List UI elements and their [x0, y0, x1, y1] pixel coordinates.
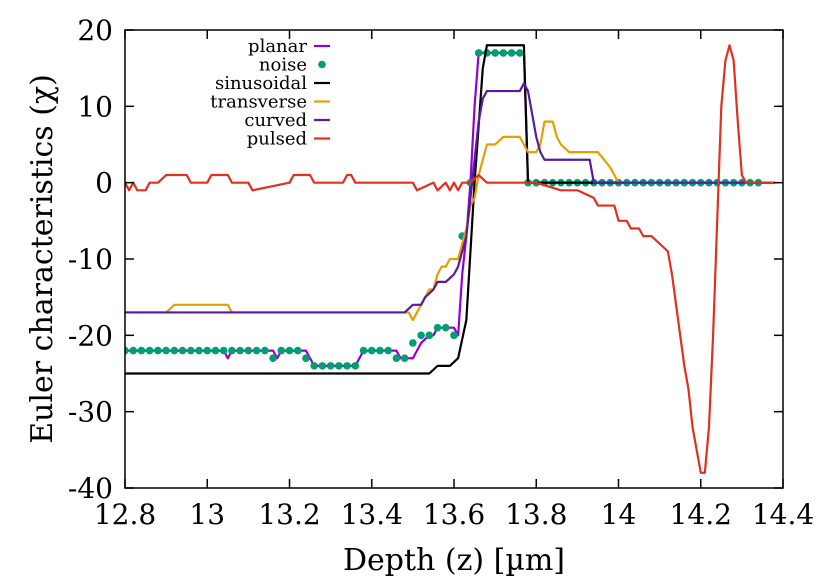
series-noise-point [219, 346, 228, 355]
x-tick-label: 13.6 [423, 498, 485, 531]
series-noise-point [318, 362, 327, 370]
x-tick-label: 13.8 [505, 498, 567, 531]
x-tick-label: 14.4 [752, 498, 814, 531]
series-noise-point [195, 346, 203, 355]
series-noise-point [326, 362, 335, 370]
series-noise-point [203, 346, 212, 355]
series-noise-point [474, 49, 483, 57]
series-noise-point [400, 354, 409, 363]
x-tick-label: 14 [601, 498, 637, 531]
series-layer [125, 44, 775, 474]
legend-label-transverse: transverse [210, 92, 307, 113]
x-tick-label: 12.8 [94, 498, 156, 531]
series-noise-point [384, 346, 393, 355]
series-noise-point [170, 346, 179, 355]
series-noise-point [277, 346, 286, 355]
legend-label-planar: planar [248, 36, 307, 57]
series-noise-point [261, 346, 269, 355]
series-noise-point [335, 362, 343, 370]
y-tick-label: -40 [68, 472, 113, 505]
series-noise-point [433, 323, 442, 332]
series-noise-point [359, 346, 368, 355]
series-noise-point [162, 346, 170, 355]
series-noise-point [450, 331, 458, 340]
x-tick-label: 14.2 [670, 498, 732, 531]
series-noise-point [269, 354, 277, 363]
series-noise-point [491, 49, 499, 57]
y-tick-label: -30 [68, 396, 113, 429]
series-noise-point [441, 323, 450, 332]
y-tick-label: -20 [68, 319, 113, 352]
series-sinusoidal-line [125, 44, 775, 375]
y-tick-label: 20 [77, 14, 113, 47]
x-tick-label: 13.4 [341, 498, 403, 531]
legend-label-pulsed: pulsed [247, 129, 307, 150]
series-noise-point [351, 362, 360, 370]
y-tick-label: -10 [68, 243, 113, 276]
series-noise-point [425, 331, 434, 340]
series-noise-point [187, 346, 195, 355]
y-tick-label: 10 [77, 90, 113, 123]
series-noise-point [211, 346, 220, 355]
series-noise-point [236, 346, 244, 355]
series-noise-point [376, 346, 384, 355]
series-curved-line [125, 82, 775, 314]
series-noise-point [252, 346, 261, 355]
series-noise-point [392, 354, 401, 363]
series-noise-point [409, 339, 417, 347]
series-noise-point [367, 346, 376, 355]
series-noise-point [129, 346, 138, 355]
y-tick-label: 0 [95, 167, 113, 200]
series-group [125, 44, 775, 474]
legend-label-noise: noise [259, 55, 307, 76]
series-noise-point [310, 362, 318, 370]
series-noise-point [178, 346, 187, 355]
legend-swatch-noise [318, 60, 326, 69]
series-noise-point [137, 346, 146, 355]
x-tick-label: 13 [189, 498, 225, 531]
series-noise-point [285, 346, 294, 355]
series-noise-point [302, 354, 310, 363]
x-tick-label: 13.2 [258, 498, 320, 531]
legend: planarnoisesinusoidaltransversecurvedpul… [210, 36, 330, 150]
series-noise-point [516, 49, 524, 57]
ticks-layer: 12.8 13 13.2 13.4 13.6 13.8 14 14.2 14.4 -40 -30 -2… [68, 14, 814, 531]
series-noise-point [293, 346, 302, 355]
series-noise-point [228, 346, 236, 355]
series-noise-point [507, 49, 516, 57]
series-noise-point [145, 346, 154, 355]
series-noise-point [125, 346, 129, 355]
series-noise-point [244, 346, 253, 355]
x-axis-title: Depth (z) [µm] [343, 543, 565, 578]
series-pulsed-line [125, 44, 775, 474]
series-noise-point [417, 331, 425, 340]
y-axis-title: Euler characteristics (χ) [25, 74, 60, 444]
legend-label-curved: curved [244, 110, 307, 131]
series-noise-point [154, 346, 162, 355]
legend-label-sinusoidal: sinusoidal [215, 73, 307, 94]
series-noise-point [499, 49, 508, 57]
series-transverse-line [125, 120, 775, 322]
series-noise-point [343, 362, 351, 370]
